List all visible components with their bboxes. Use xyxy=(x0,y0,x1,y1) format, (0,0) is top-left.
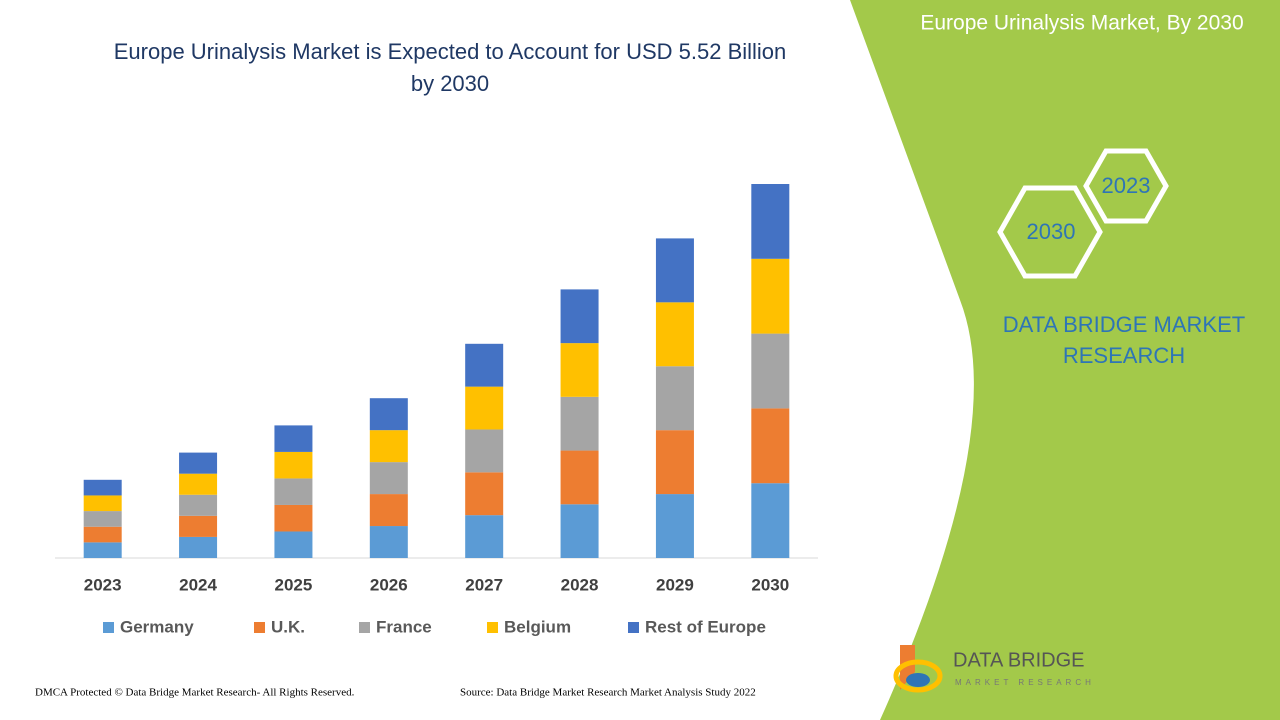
bar-segment xyxy=(274,425,313,452)
bar-segment xyxy=(751,258,790,334)
bar-segment xyxy=(369,462,408,495)
footer: DMCA Protected © Data Bridge Market Rese… xyxy=(35,687,355,699)
bar-segment xyxy=(369,430,408,463)
bar-segment xyxy=(83,495,122,512)
bar-segment xyxy=(751,184,790,259)
logo-tagline: MARKET RESEARCH xyxy=(955,678,1095,687)
chart-title: by 2030 xyxy=(411,71,489,96)
x-tick-label: 2027 xyxy=(465,575,503,594)
bar-segment xyxy=(369,526,408,558)
legend-swatch xyxy=(103,622,114,633)
x-tick-label: 2029 xyxy=(656,575,694,594)
footer: Source: Data Bridge Market Research Mark… xyxy=(460,687,756,699)
bar-segment xyxy=(83,542,122,558)
bar-segment xyxy=(465,515,504,558)
bar-segment xyxy=(179,494,218,516)
bar-segment xyxy=(751,333,790,409)
bar-segment xyxy=(83,479,122,496)
bar-segment xyxy=(560,396,599,451)
bar-segment xyxy=(369,494,408,527)
bar-segment xyxy=(560,343,599,397)
bar-segment xyxy=(655,238,694,303)
bar-segment xyxy=(274,531,313,558)
legend-swatch xyxy=(254,622,265,633)
bar-segment xyxy=(751,408,790,484)
hexagon-label: 2023 xyxy=(1102,173,1151,198)
bar-segment xyxy=(83,526,122,543)
bar-segment xyxy=(655,302,694,367)
hexagon xyxy=(997,185,1103,279)
hexagon xyxy=(1083,148,1169,224)
bar-segment xyxy=(560,450,599,505)
legend-label: U.K. xyxy=(271,617,305,636)
bar-segment xyxy=(83,511,122,527)
legend-label: France xyxy=(376,617,432,636)
bar-segment xyxy=(560,289,599,344)
bar-segment xyxy=(655,430,694,495)
x-tick-label: 2025 xyxy=(275,575,313,594)
bar-segment xyxy=(465,343,504,387)
legend-swatch xyxy=(359,622,370,633)
bar-segment xyxy=(274,478,313,505)
bar-segment xyxy=(655,366,694,431)
bar-segment xyxy=(465,472,504,516)
bar-segment xyxy=(751,483,790,558)
brand: RESEARCH xyxy=(1063,343,1185,368)
x-tick-label: 2028 xyxy=(561,575,599,594)
x-tick-label: 2030 xyxy=(751,575,789,594)
legend-swatch xyxy=(628,622,639,633)
bar-segment xyxy=(465,429,504,473)
logo-name: DATA BRIDGE xyxy=(953,649,1085,671)
bar-segment xyxy=(560,504,599,558)
bar-segment xyxy=(274,504,313,532)
bar-segment xyxy=(179,536,218,558)
x-tick-label: 2024 xyxy=(179,575,217,594)
bar-segment xyxy=(179,515,218,537)
legend-swatch xyxy=(487,622,498,633)
logo-mark xyxy=(893,645,943,693)
hexagon-label: 2030 xyxy=(1027,219,1076,244)
legend-label: Germany xyxy=(120,617,194,636)
banner: Europe Urinalysis Market, By 2030 xyxy=(920,12,1243,35)
bar-segment xyxy=(179,473,218,495)
brand: DATA BRIDGE MARKET xyxy=(1003,312,1245,337)
bar-segment xyxy=(179,452,218,474)
chart-title: Europe Urinalysis Market is Expected to … xyxy=(114,39,787,64)
x-tick-label: 2026 xyxy=(370,575,408,594)
bar-segment xyxy=(369,398,408,431)
x-tick-label: 2023 xyxy=(84,575,122,594)
bar-segment xyxy=(465,386,504,430)
green-panel xyxy=(850,0,1280,720)
bar-segment xyxy=(274,451,313,479)
legend-label: Rest of Europe xyxy=(645,617,766,636)
bar-segment xyxy=(655,494,694,558)
legend-label: Belgium xyxy=(504,617,571,636)
